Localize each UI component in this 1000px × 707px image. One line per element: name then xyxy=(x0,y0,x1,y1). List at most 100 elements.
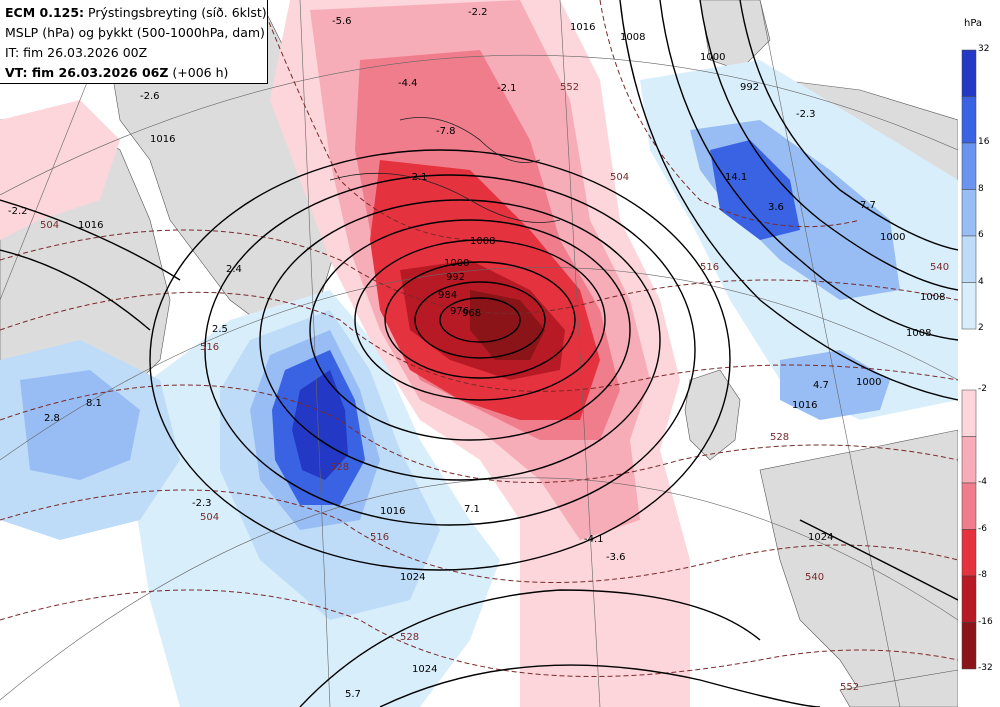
isobar-label: 1000 xyxy=(700,52,725,63)
thickness-label: 528 xyxy=(770,432,789,443)
model-name: ECM 0.125: xyxy=(5,5,85,20)
thickness-label: 516 xyxy=(200,342,219,353)
isobar-label: 968 xyxy=(462,308,481,319)
tendency-label: 4.7 xyxy=(813,380,829,391)
isobar-label: 1008 xyxy=(470,236,495,247)
fall-color-segment xyxy=(961,389,977,437)
rise-tick-label: 32 xyxy=(978,44,990,54)
tendency-label: -7.8 xyxy=(436,126,456,137)
fall-tick-label: -6 xyxy=(978,523,987,534)
isobar-contours xyxy=(0,0,958,707)
tendency-label: 8.1 xyxy=(86,398,102,409)
fall-color-segment xyxy=(961,482,977,530)
thickness-label: 528 xyxy=(330,462,349,473)
isobar-label: 1000 xyxy=(856,377,881,388)
tendency-label: 2.5 xyxy=(212,324,228,335)
tendency-label: -2.1 xyxy=(408,172,428,183)
tendency-label: -2.3 xyxy=(192,498,212,509)
rise-tick-label: 2 xyxy=(978,323,984,333)
map-labels: -5.6 -2.2 -2.6 -2.2 -4.4 -7.8 -2.1 -2.1 … xyxy=(8,7,949,700)
tendency-label: -2.6 xyxy=(140,91,160,102)
thickness-label: 504 xyxy=(40,220,59,231)
legend-colorbars xyxy=(961,49,977,670)
tendency-label: 14.1 xyxy=(725,172,747,183)
pressure-rise-areas xyxy=(0,60,958,707)
isobar-label: 1008 xyxy=(620,32,645,43)
coastlines xyxy=(329,117,561,223)
chart-info-box: ECM 0.125: Prýstingsbreyting (síð. 6klst… xyxy=(0,0,268,84)
valid-time: VT: fim 26.03.2026 06Z xyxy=(5,65,169,80)
tendency-label: 2.8 xyxy=(44,413,60,424)
rise-color-segment xyxy=(961,189,977,237)
isobar-label: 1016 xyxy=(380,506,405,517)
forecast-step: (+006 h) xyxy=(172,65,229,80)
isobar-label: 976 xyxy=(450,306,469,317)
fall-west-greenland xyxy=(0,100,120,240)
tendency-label: -2.2 xyxy=(468,7,488,18)
isobar-label: 1000 xyxy=(880,232,905,243)
tendency-label: -3.6 xyxy=(606,552,626,563)
thickness-label: 528 xyxy=(400,632,419,643)
thickness-label: 516 xyxy=(370,532,389,543)
isobar-label: 1024 xyxy=(400,572,425,583)
legend-unit-label: hPa xyxy=(964,18,983,29)
tendency-label: -2.1 xyxy=(497,83,517,94)
isobar-label: 1024 xyxy=(412,664,437,675)
rise-color-segment xyxy=(961,282,977,330)
fall-color-segment xyxy=(961,529,977,577)
isobar-label: 992 xyxy=(446,272,465,283)
isobar-label: 1008 xyxy=(920,292,945,303)
field-description: Prýstingsbreyting (síð. 6klst) xyxy=(88,5,267,20)
thickness-contours xyxy=(0,0,958,677)
thickness-label: 504 xyxy=(610,172,629,183)
isobar-label: 984 xyxy=(438,290,457,301)
europe-land xyxy=(759,429,958,707)
tendency-label: 5.7 xyxy=(345,689,361,700)
fall-tick-label: -8 xyxy=(978,570,987,580)
fall-tick-label: -4 xyxy=(978,477,987,487)
fall-color-segment xyxy=(961,622,977,670)
fall-tick-label: -32 xyxy=(978,663,993,673)
rise-norway-core xyxy=(710,140,800,240)
pressure-tendency-map xyxy=(0,0,958,707)
isobar-label: 1024 xyxy=(808,532,833,543)
thickness-label: 504 xyxy=(200,512,219,523)
title-line: ECM 0.125: Prýstingsbreyting (síð. 6klst… xyxy=(5,3,267,23)
rise-tick-label: 8 xyxy=(978,183,984,194)
init-time-line: IT: fim 26.03.2026 00Z xyxy=(5,45,148,60)
tendency-label: -2.3 xyxy=(796,109,816,120)
rise-tick-label: 4 xyxy=(978,276,984,287)
fall-colorbar xyxy=(961,389,977,670)
tendency-label: -4.1 xyxy=(584,534,604,545)
tendency-label: -2.2 xyxy=(8,206,28,217)
rise-area-level-16 xyxy=(292,370,348,480)
tendency-label: 7.1 xyxy=(464,504,480,515)
isobar-label: 1016 xyxy=(570,22,595,33)
rise-tick-label: 16 xyxy=(978,137,990,147)
tendency-label: -5.6 xyxy=(332,16,352,27)
rise-color-segment xyxy=(961,49,977,97)
fall-tick-label: -2 xyxy=(978,384,987,394)
rise-color-segment xyxy=(961,96,977,144)
subtitle-line: MSLP (hPa) og þykkt (500-1000hPa, dam) xyxy=(5,25,265,40)
africa-land xyxy=(839,669,958,707)
tendency-label: -4.4 xyxy=(398,78,418,89)
graticule xyxy=(0,0,958,707)
rise-color-segment xyxy=(961,142,977,190)
rise-colorbar xyxy=(961,49,977,330)
isobar-label: 1016 xyxy=(792,400,817,411)
rise-color-segment xyxy=(961,235,977,283)
fall-color-segment xyxy=(961,575,977,623)
thickness-label: 552 xyxy=(560,82,579,93)
rise-tick-label: 6 xyxy=(978,230,984,240)
isobar-label: 1016 xyxy=(150,134,175,145)
fall-color-segment xyxy=(961,436,977,484)
fall-tick-label: -16 xyxy=(978,616,993,627)
isobar-label: 1000 xyxy=(444,258,469,269)
fall-area-level-32 xyxy=(470,290,545,360)
tendency-label: 7.7 xyxy=(860,200,876,211)
isobar-label: 1008 xyxy=(906,328,931,339)
rise-uk xyxy=(780,350,890,420)
thickness-label: 540 xyxy=(805,572,824,583)
